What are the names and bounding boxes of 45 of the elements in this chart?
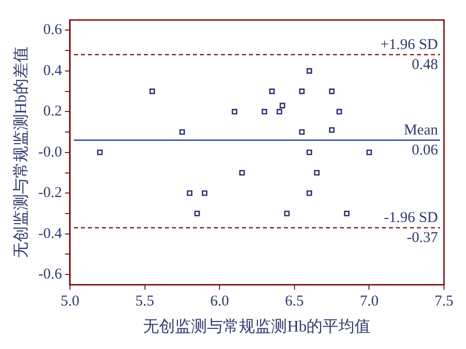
point: [149, 88, 156, 94]
annotation: 0.48: [412, 57, 438, 74]
point: [366, 150, 372, 156]
point: [306, 68, 312, 74]
y-tick-label: -0.0: [38, 144, 62, 160]
point: [299, 129, 305, 135]
ref-line-label: +1.96 SD: [380, 37, 438, 54]
point: [202, 190, 208, 196]
point: [306, 150, 312, 156]
point: [329, 127, 335, 133]
y-tick-label: -0.2: [38, 185, 62, 202]
x-tick-label: 7.5: [434, 294, 454, 310]
annotation: 0.06: [412, 142, 438, 159]
point: [299, 88, 305, 94]
point: [269, 88, 275, 94]
y-tick-label: -0.4: [38, 226, 62, 242]
y-tick-label: -0.6: [38, 266, 62, 283]
point: [97, 150, 103, 156]
point: [344, 210, 350, 216]
ref-line-label: Mean: [404, 122, 438, 139]
point: [329, 88, 335, 94]
point: [232, 108, 238, 114]
annotation: -0.37: [406, 230, 438, 246]
point: [179, 129, 185, 135]
x-tick-label: 6.0: [210, 294, 229, 310]
y-axis-title: 无创监测与常规监测Hb的差值: [12, 46, 30, 258]
x-tick-label: 6.5: [285, 294, 304, 310]
point: [284, 210, 290, 216]
point: [276, 108, 282, 114]
x-tick-label: 7.0: [360, 294, 379, 310]
point: [239, 170, 245, 176]
point: [186, 190, 192, 196]
point: [280, 102, 286, 108]
point: [262, 108, 268, 114]
x-tick-label: 5.0: [60, 294, 80, 310]
point: [314, 170, 320, 176]
x-axis-title: 无创监测与常规监测Hb的平均值: [143, 318, 371, 336]
point: [306, 190, 312, 196]
y-tick-label: 0.2: [43, 104, 62, 120]
ref-line-label: -1.96 SD: [384, 210, 438, 226]
point: [194, 210, 200, 216]
y-tick-label: 0.4: [43, 62, 62, 79]
x-tick-label: 5.5: [135, 294, 154, 310]
y-tick-label: 0.6: [43, 22, 62, 38]
point: [336, 108, 342, 114]
